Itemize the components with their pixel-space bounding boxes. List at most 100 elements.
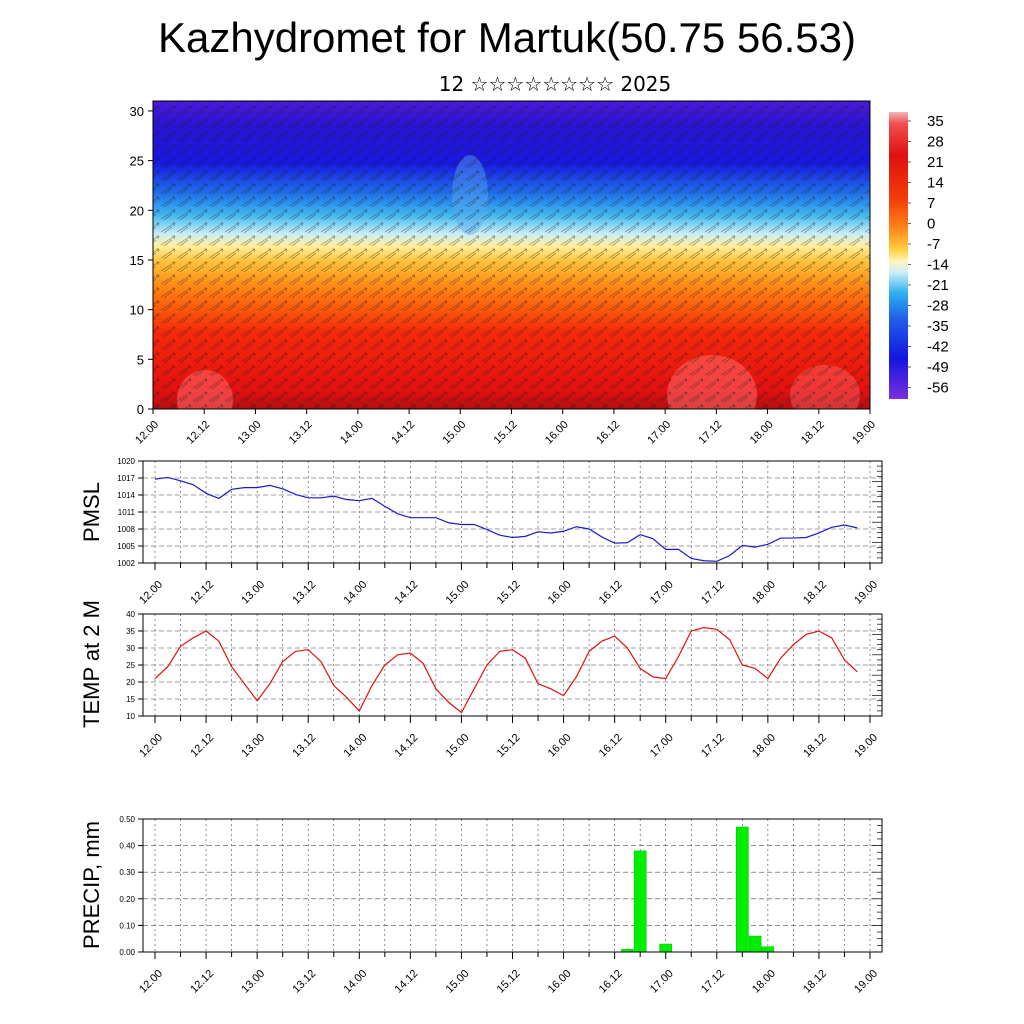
y-tick-label: 0.20 [119,895,135,904]
precip-bar [633,850,647,953]
y-tick-label: 10 [130,303,144,318]
x-tick-label: 16.00 [546,579,574,607]
x-tick-label: 14.00 [338,419,366,447]
colorbar: 35 28 21 14 7 0 -7 -14 -21 -28 -35 -42 -49 -56 [889,112,949,399]
y-tick-label: 0.30 [119,868,135,877]
x-tick-label: 14.00 [341,968,369,996]
y-tick-label: 25 [130,154,144,169]
x-tick-label: 17.00 [648,732,676,760]
x-tick-label: 19.00 [850,419,878,447]
x-tick-label: 12.12 [188,579,216,607]
x-tick-label: 17.00 [648,579,676,607]
x-tick-label: 16.12 [594,419,622,447]
x-tick-label: 17.12 [697,419,725,447]
x-tick-label: 14.12 [393,732,421,760]
y-tick-label: 1017 [117,474,135,483]
temp2m-ylabel: TEMP at 2 M [79,600,104,728]
y-tick-label: 0.40 [119,842,135,851]
colorbar-label: 28 [927,134,944,151]
x-tick-label: 12.12 [184,419,212,447]
y-tick-label: 1014 [117,491,135,500]
x-tick-label: 16.00 [546,968,574,996]
x-tick-label: 19.00 [852,968,880,996]
precip-bar [761,946,775,953]
y-tick-label: 1008 [117,525,135,534]
x-tick-label: 12.00 [137,579,165,607]
colorbar-label: -35 [927,318,949,335]
y-tick-label: 1020 [117,457,135,466]
x-tick-label: 18.12 [801,968,829,996]
y-tick-label: 40 [126,610,135,619]
y-tick-label: 25 [126,661,135,670]
x-tick-label: 16.12 [597,579,625,607]
x-tick-label: 15.00 [444,579,472,607]
x-tick-label: 15.12 [492,419,520,447]
x-tick-label: 16.12 [597,968,625,996]
colorbar-label: 35 [927,113,944,130]
pmsl-ylabel: PMSL [79,482,104,542]
precip-ylabel: PRECIP, mm [79,821,104,949]
x-tick-label: 14.12 [393,968,421,996]
y-tick-label: 10 [126,712,135,721]
x-tick-label: 19.00 [852,732,880,760]
precip-panel: PRECIP, mm 0.00 0.10 0.20 0.30 0.40 0.50 12.00… [79,815,883,996]
x-tick-label: 18.00 [750,732,778,760]
colorbar-label: 21 [927,154,944,171]
y-tick-label: 0.00 [119,948,135,957]
precip-bar [659,943,673,953]
precip-bar [748,935,762,953]
y-tick-label: 20 [130,203,144,218]
x-tick-label: 13.12 [287,419,315,447]
y-tick-label: 0.50 [119,815,135,824]
colorbar-label: 7 [927,195,935,212]
colorbar-gradient [889,112,908,399]
x-tick-label: 17.12 [699,732,727,760]
precip-bar [736,826,749,953]
x-tick-label: 13.00 [239,579,267,607]
colorbar-label: -28 [927,298,949,315]
x-tick-label: 13.12 [290,579,318,607]
x-tick-label: 13.12 [290,732,318,760]
x-tick-label: 18.00 [750,579,778,607]
x-tick-label: 17.00 [648,968,676,996]
wind-arrows-overlay [153,101,870,409]
chart-title: Kazhydromet for Martuk(50.75 56.53) [157,14,856,61]
chart-subtitle: 12 ☆☆☆☆☆☆☆☆ 2025 [438,72,672,96]
x-tick-label: 14.12 [393,579,421,607]
x-tick-label: 15.00 [440,419,468,447]
y-tick-label: 30 [130,104,144,119]
x-tick-label: 17.00 [645,419,673,447]
pmsl-series-line [154,476,858,562]
x-tick-label: 15.12 [495,968,523,996]
y-tick-label: 30 [126,644,135,653]
x-tick-label: 18.00 [750,968,778,996]
temp2m-panel: TEMP at 2 M 10 15 20 25 30 35 40 12.00 12.12 13.0… [79,600,883,760]
cross-section-panel: 0 5 10 15 20 25 30 12.00 12.12 13.00 13.12 14.00 14… [130,100,878,447]
y-tick-label: 0.10 [119,921,135,930]
x-tick-label: 15.00 [444,968,472,996]
x-tick-label: 18.12 [799,419,827,447]
colorbar-label: -14 [927,257,949,274]
colorbar-label: -56 [927,380,949,397]
x-tick-label: 12.00 [133,419,161,447]
x-tick-label: 16.00 [543,419,571,447]
x-tick-label: 14.00 [341,732,369,760]
colorbar-label: 0 [927,216,935,233]
y-tick-label: 5 [137,352,144,367]
x-tick-label: 17.12 [699,968,727,996]
x-tick-label: 14.12 [389,419,417,447]
x-tick-label: 15.12 [495,732,523,760]
y-tick-label: 15 [126,695,135,704]
x-tick-label: 12.12 [188,968,216,996]
x-tick-label: 12.12 [188,732,216,760]
x-tick-label: 14.00 [341,579,369,607]
x-tick-label: 19.00 [852,579,880,607]
colorbar-label: -21 [927,277,949,294]
x-tick-label: 13.00 [239,968,267,996]
y-tick-label: 1005 [117,542,135,551]
cross-section-x-axis: 12.00 12.12 13.00 13.12 14.00 14.12 15.00 15.12… [133,409,878,447]
colorbar-label: -42 [927,339,949,356]
x-tick-label: 18.12 [801,579,829,607]
x-tick-label: 13.12 [290,968,318,996]
